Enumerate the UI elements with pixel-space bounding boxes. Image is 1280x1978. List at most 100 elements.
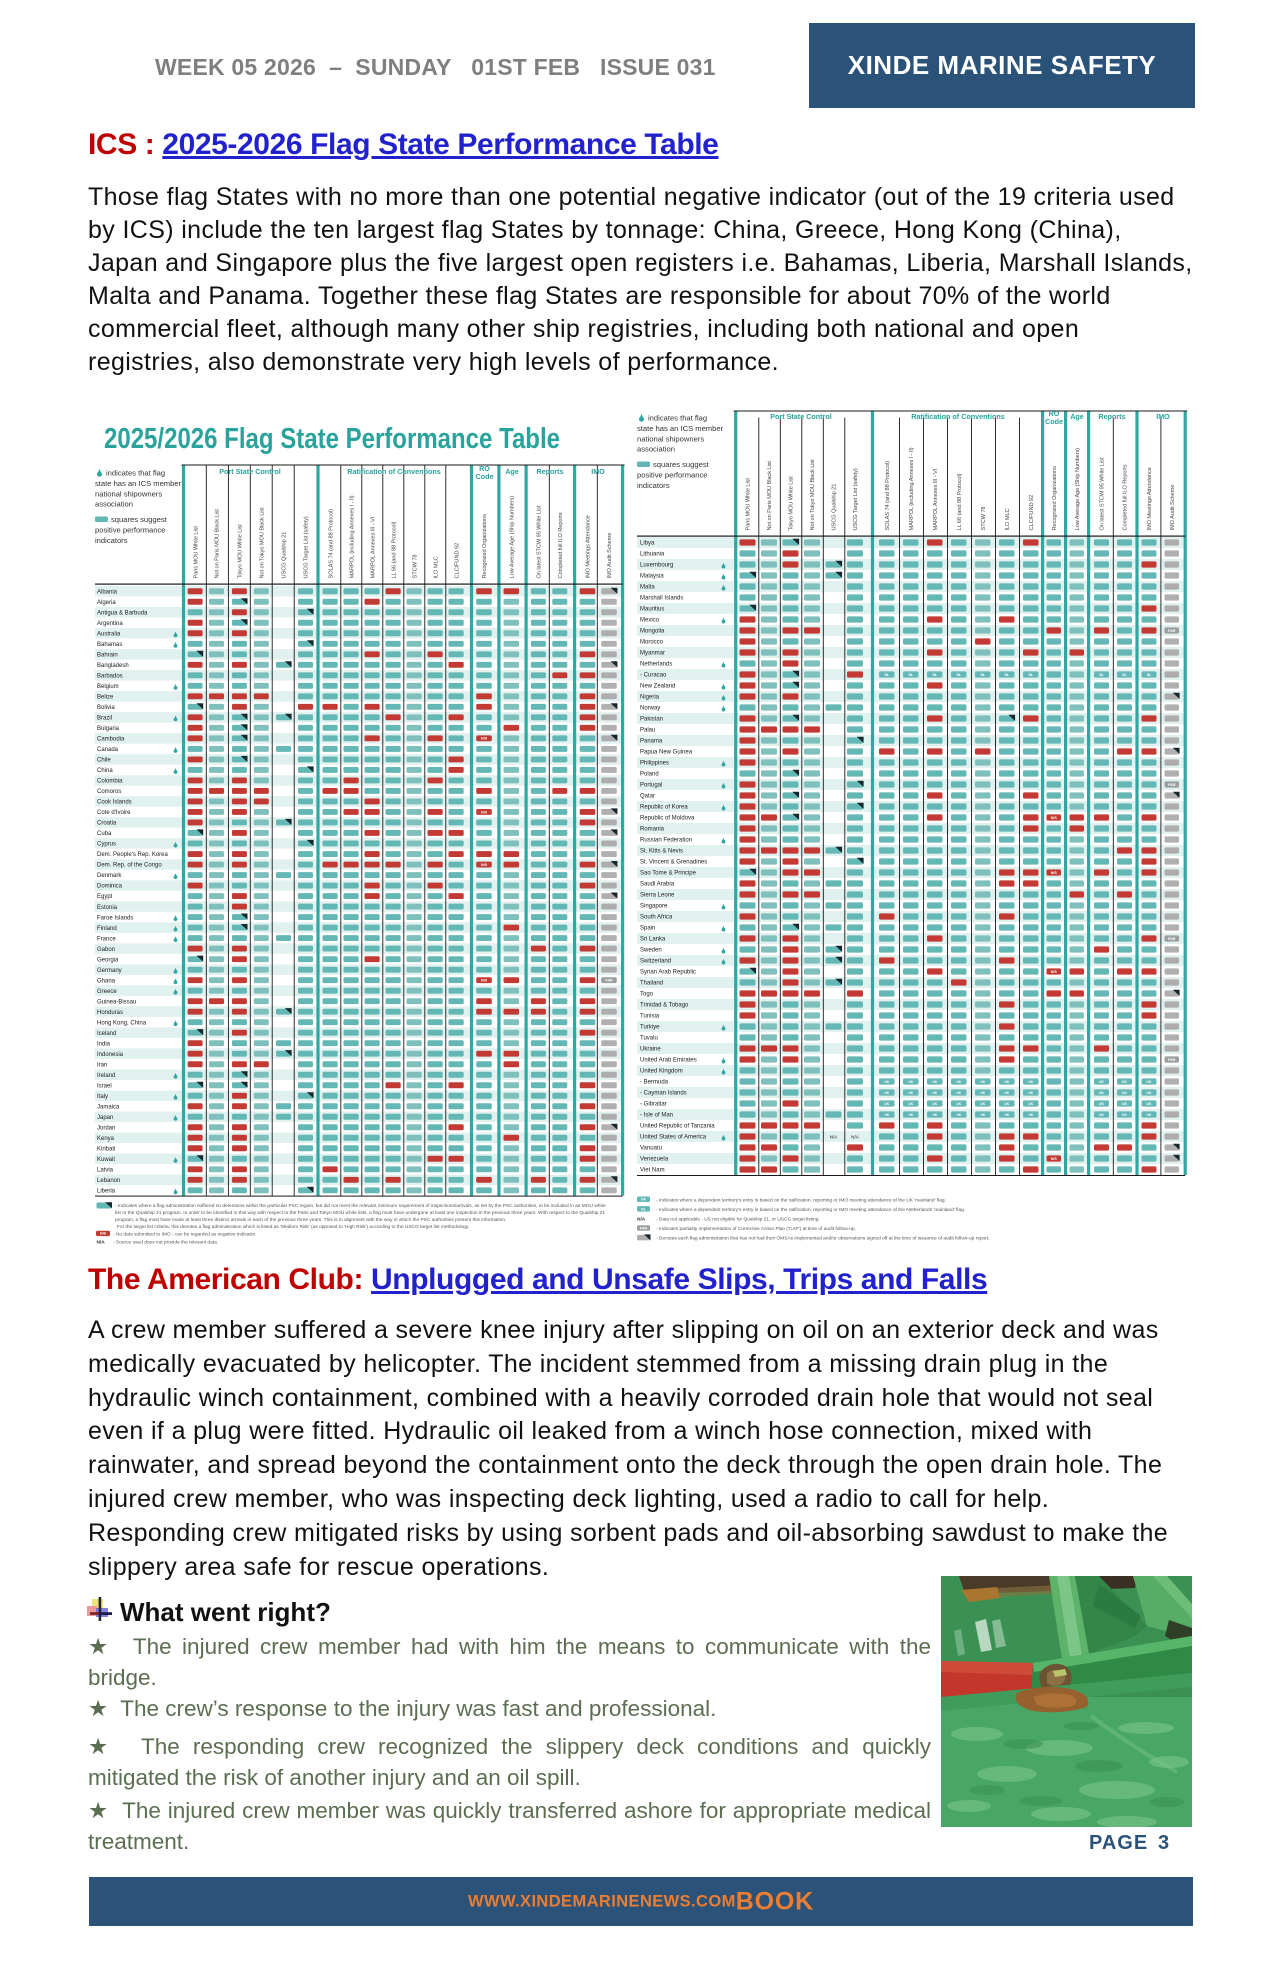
svg-text:N/S: N/S xyxy=(481,863,488,867)
svg-text:Morocco: Morocco xyxy=(640,640,664,646)
svg-text:South Africa: South Africa xyxy=(640,915,673,921)
svg-text:Age: Age xyxy=(505,467,519,476)
svg-text:RO: RO xyxy=(1049,409,1060,418)
svg-text:Kenya: Kenya xyxy=(97,1136,115,1142)
svg-text:national shipowners: national shipowners xyxy=(95,489,162,498)
svg-text:UK: UK xyxy=(1099,1113,1104,1117)
svg-text:Greece: Greece xyxy=(97,989,117,995)
svg-text:Canada: Canada xyxy=(97,747,119,753)
svg-text:N/S: N/S xyxy=(1051,871,1058,875)
svg-text:USCG Target List (safety): USCG Target List (safety) xyxy=(304,516,310,578)
svg-text:Antigua & Barbuda: Antigua & Barbuda xyxy=(97,610,148,616)
svg-text:United Kingdom: United Kingdom xyxy=(640,1069,683,1075)
svg-text:STCW 78: STCW 78 xyxy=(981,507,987,531)
svg-text:Reports: Reports xyxy=(536,467,563,476)
svg-text:Cyprus: Cyprus xyxy=(97,842,116,848)
svg-text:Bahamas: Bahamas xyxy=(97,642,122,648)
svg-text:Kiribati: Kiribati xyxy=(97,1146,115,1152)
svg-text:- Indicates where a dependent: - Indicates where a dependent territory'… xyxy=(656,1207,965,1213)
svg-text:Completed full ILO Reports: Completed full ILO Reports xyxy=(1123,464,1129,530)
svg-text:Bulgaria: Bulgaria xyxy=(97,726,120,732)
svg-text:Nigeria: Nigeria xyxy=(640,695,660,701)
svg-text:Togo: Togo xyxy=(640,992,654,998)
svg-text:IMO Audit Scheme: IMO Audit Scheme xyxy=(1170,485,1176,531)
svg-text:- Indicates partiality impleme: - Indicates partiality implementation of… xyxy=(656,1226,856,1232)
svg-text:Jordan: Jordan xyxy=(97,1125,115,1131)
svg-text:Switzerland: Switzerland xyxy=(640,959,671,965)
svg-text:Lebanon: Lebanon xyxy=(97,1178,120,1184)
svg-text:NL: NL xyxy=(909,673,914,677)
svg-text:association: association xyxy=(95,500,133,509)
svg-text:Kuwait: Kuwait xyxy=(97,1157,115,1163)
svg-text:Recognized Organizations: Recognized Organizations xyxy=(482,514,488,579)
svg-text:Not on Tokyo MOU Black List: Not on Tokyo MOU Black List xyxy=(810,459,816,531)
svg-text:Indonesia: Indonesia xyxy=(97,1052,124,1058)
svg-text:Iceland: Iceland xyxy=(97,1031,116,1037)
svg-text:MARPOL (including Annexes I -: MARPOL (including Annexes I - II) xyxy=(909,447,915,530)
svg-text:Tunisia: Tunisia xyxy=(640,1014,660,1020)
svg-text:association: association xyxy=(637,445,675,454)
svg-text:MARPOL Annexes III - VI: MARPOL Annexes III - VI xyxy=(370,516,376,578)
svg-text:Algeria: Algeria xyxy=(97,600,116,606)
svg-text:Dem. People's Rep. Korea: Dem. People's Rep. Korea xyxy=(97,852,169,858)
svg-text:Germany: Germany xyxy=(97,968,122,974)
svg-text:Belgium: Belgium xyxy=(97,684,119,690)
svg-text:Republic of Korea: Republic of Korea xyxy=(640,805,688,811)
svg-text:UK: UK xyxy=(641,1198,647,1202)
svg-text:MARPOL Annexes III - VI: MARPOL Annexes III - VI xyxy=(933,468,939,530)
svg-text:UK: UK xyxy=(884,1080,889,1084)
svg-text:On latest STCW 95 White List: On latest STCW 95 White List xyxy=(537,505,543,578)
svg-text:N/S: N/S xyxy=(481,810,488,814)
svg-text:Belize: Belize xyxy=(97,695,114,701)
svg-text:Paris MOU White List: Paris MOU White List xyxy=(746,478,752,531)
svg-text:Sierra Leone: Sierra Leone xyxy=(640,893,675,899)
svg-text:Netherlands: Netherlands xyxy=(640,662,672,668)
svg-text:N/S: N/S xyxy=(1051,1157,1058,1161)
svg-text:- Cayman Islands: - Cayman Islands xyxy=(640,1091,687,1097)
svg-text:- Gibraltar: - Gibraltar xyxy=(640,1102,667,1108)
svg-text:United States of America: United States of America xyxy=(640,1135,707,1141)
svg-text:Ghana: Ghana xyxy=(97,978,116,984)
svg-text:Code: Code xyxy=(476,472,494,481)
svg-text:Myanmar: Myanmar xyxy=(640,651,665,657)
svg-text:ILO MLC: ILO MLC xyxy=(433,556,439,578)
svg-text:PAR: PAR xyxy=(1168,937,1176,941)
svg-text:Not on Paris MOU Black List: Not on Paris MOU Black List xyxy=(767,461,773,531)
svg-text:- Bermuda: - Bermuda xyxy=(640,1080,669,1086)
svg-text:Luxembourg: Luxembourg xyxy=(640,563,673,569)
svg-text:RO: RO xyxy=(479,464,490,473)
svg-text:Malta: Malta xyxy=(640,585,655,591)
svg-text:Philippines: Philippines xyxy=(640,761,669,767)
svg-text:United Arab Emirates: United Arab Emirates xyxy=(640,1058,697,1064)
svg-text:- Indicates where a flag admin: - Indicates where a flag administration … xyxy=(115,1203,606,1209)
svg-text:squares suggest: squares suggest xyxy=(653,460,710,469)
svg-text:Hong Kong, China: Hong Kong, China xyxy=(97,1020,147,1026)
svg-text:Albania: Albania xyxy=(97,589,118,595)
svg-text:program, a flag must have made: program, a flag must have made at least … xyxy=(115,1217,506,1223)
svg-text:Ukraine: Ukraine xyxy=(640,1047,661,1053)
svg-text:Latvia: Latvia xyxy=(97,1168,114,1174)
svg-text:NL: NL xyxy=(885,673,890,677)
svg-text:Paris MOU White List: Paris MOU White List xyxy=(193,526,199,579)
svg-text:positive performance: positive performance xyxy=(95,525,166,534)
svg-text:For the target list criteria,: For the target list criteria, this denot… xyxy=(117,1224,469,1230)
svg-text:PAR: PAR xyxy=(1168,1058,1176,1062)
svg-text:Mexico: Mexico xyxy=(640,618,660,624)
svg-text:Libya: Libya xyxy=(640,541,655,547)
svg-text:Honduras: Honduras xyxy=(97,1010,123,1016)
svg-text:Singapore: Singapore xyxy=(640,904,668,910)
svg-text:Tokyo MOU White List: Tokyo MOU White List xyxy=(789,476,795,531)
svg-text:Ratification of Conventions: Ratification of Conventions xyxy=(347,467,440,476)
svg-text:Barbados: Barbados xyxy=(97,674,123,680)
svg-text:Republic of Moldova: Republic of Moldova xyxy=(640,816,695,822)
svg-text:Vanuatu: Vanuatu xyxy=(640,1146,662,1152)
svg-text:Papua New Guinea: Papua New Guinea xyxy=(640,750,693,756)
svg-text:UK: UK xyxy=(980,1080,985,1084)
svg-text:Bangladesh: Bangladesh xyxy=(97,663,129,669)
svg-text:Age: Age xyxy=(1070,412,1084,421)
svg-text:Sao Tome & Principe: Sao Tome & Principe xyxy=(640,871,697,877)
svg-text:UK: UK xyxy=(1122,1113,1127,1117)
svg-text:UK: UK xyxy=(908,1080,913,1084)
svg-text:NL: NL xyxy=(1029,673,1034,677)
svg-text:Russian Federation: Russian Federation xyxy=(640,838,692,844)
